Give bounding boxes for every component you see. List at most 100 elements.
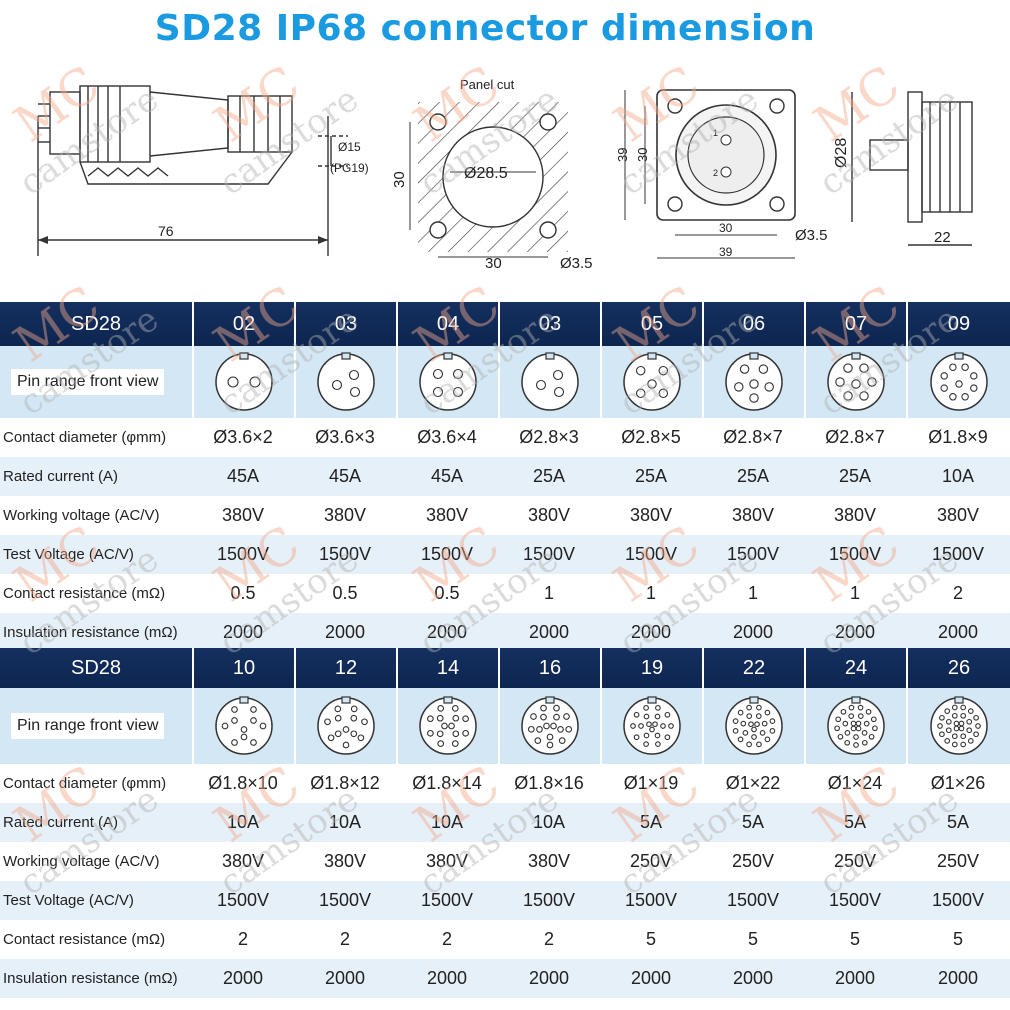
table-cell: 1500V: [931, 890, 985, 910]
pin-hole: [754, 721, 760, 728]
pin-hole: [756, 741, 762, 748]
pin-hole: [432, 386, 444, 398]
pin-hole: [843, 363, 853, 373]
pin-hole: [259, 722, 267, 730]
table-row: Contact diameter (φmm) Ø1.8×10 Ø1.8×12 Ø1.8…: [0, 764, 1010, 803]
pin-hole: [857, 704, 864, 711]
page-title: SD28 IP68 connector dimension: [154, 8, 816, 49]
panel-cut-svg: Panel cut Ø28.5 30 30 Ø3.5: [391, 77, 593, 272]
pin-hole: [953, 720, 960, 727]
pin-hole: [427, 729, 434, 737]
column-header: 03: [498, 302, 600, 346]
pin-hole: [940, 384, 948, 392]
pin-hole: [249, 376, 261, 388]
pin-hole: [540, 713, 547, 721]
keyway-notch: [647, 696, 657, 704]
pin-hole: [843, 391, 853, 401]
column-header: 06: [702, 302, 804, 346]
keyway-notch: [239, 352, 249, 360]
pin-hole: [553, 713, 560, 721]
pin-hole: [870, 716, 877, 723]
pin-diagram: [804, 688, 906, 764]
pin-hole: [975, 723, 981, 729]
table-cell: 380V: [629, 505, 673, 525]
pin-diagram: [906, 688, 1010, 764]
table-cell: 5: [952, 929, 963, 949]
pin-hole: [739, 364, 750, 374]
pin-hole: [764, 382, 774, 392]
front-hole-label: Ø3.5: [795, 227, 828, 244]
pin-hole: [967, 738, 974, 744]
front-inner-v-label: 30: [635, 148, 650, 162]
table-cell: 0.5: [332, 583, 358, 603]
pin-hole: [643, 732, 650, 739]
table-cell: Ø1.8×12: [310, 773, 380, 793]
table-cell: Ø1×26: [930, 773, 986, 793]
table-cell: 1500V: [318, 890, 372, 910]
pin-hole: [758, 364, 769, 374]
pin-hole: [850, 720, 857, 727]
pin-hole: [530, 713, 537, 720]
pin-hole: [732, 728, 739, 734]
table-row: Rated current (A) 45A 45A 45A 25A 25A 25A 25A 10…: [0, 457, 1010, 496]
column-header: 05: [600, 302, 702, 346]
keyway-notch: [443, 352, 453, 360]
pin-hole: [837, 733, 844, 740]
table-cell: 1500V: [624, 890, 678, 910]
pin-hole: [462, 729, 469, 737]
pin-hole: [227, 376, 239, 388]
connector-face-icon: [827, 352, 885, 411]
pin-hole: [231, 717, 238, 724]
pin-hole: [746, 741, 752, 748]
table-cell: 45A: [226, 466, 260, 486]
connector-face-icon: [623, 696, 681, 755]
connector-face-icon: [930, 696, 988, 755]
pin-hole: [764, 736, 771, 743]
pin-hole: [448, 722, 455, 730]
pin-diagram: [600, 688, 702, 764]
pin-hole: [646, 721, 652, 728]
table-cell: 5: [645, 929, 656, 949]
pin-view-row: Pin range front view: [0, 688, 1010, 764]
table-cell: 380V: [833, 505, 877, 525]
panel-cut-drawing: Panel cut Ø28.5 30 30 Ø3.5: [390, 72, 610, 272]
front-outer-h-label: 39: [719, 245, 733, 259]
pin-hole: [563, 713, 570, 720]
table-cell: 1500V: [931, 544, 985, 564]
table-row: Insulation resistance (mΩ) 2000 2000 2000 20…: [0, 959, 1010, 998]
table-cell: Ø1.8×14: [412, 773, 482, 793]
table-row: Contact diameter (φmm) Ø3.6×2 Ø3.6×3 Ø3.6×4…: [0, 418, 1010, 457]
table-cell: Ø1.8×10: [208, 773, 278, 793]
keyway-notch: [545, 696, 555, 704]
pin-diagram: [702, 346, 804, 418]
pin-hole: [769, 728, 776, 734]
table-cell: 2000: [426, 622, 468, 642]
pin-hole: [960, 741, 967, 748]
pin-hole: [546, 741, 554, 749]
table-cell: 1500V: [318, 544, 372, 564]
pin-diagram: [294, 346, 396, 418]
column-header: 14: [396, 648, 498, 688]
pin-hole: [643, 705, 649, 711]
pin-hole: [552, 369, 564, 381]
pin-hole: [851, 379, 861, 389]
pin-hole: [536, 726, 543, 733]
pin-hole: [863, 720, 870, 727]
column-header: 26: [906, 648, 1010, 688]
table-cell: 2000: [937, 622, 979, 642]
pin-hole: [452, 714, 460, 722]
table-row: Insulation resistance (mΩ) 2000 2000 2000 20…: [0, 613, 1010, 652]
row-label: Rated current (A): [3, 814, 119, 831]
pin-hole: [840, 708, 847, 715]
pin-hole: [350, 714, 358, 722]
pin-hole: [334, 714, 342, 722]
connector-face-icon: [215, 352, 273, 411]
table-cell: 2000: [426, 968, 468, 988]
table-cell: Ø1.8×16: [514, 773, 584, 793]
pin-hole: [658, 365, 669, 376]
pin-hole: [527, 725, 535, 733]
pin-hole: [437, 740, 445, 747]
table-cell: 380V: [425, 851, 469, 871]
pin-hole: [349, 386, 361, 398]
table-cell: 2: [441, 929, 452, 949]
